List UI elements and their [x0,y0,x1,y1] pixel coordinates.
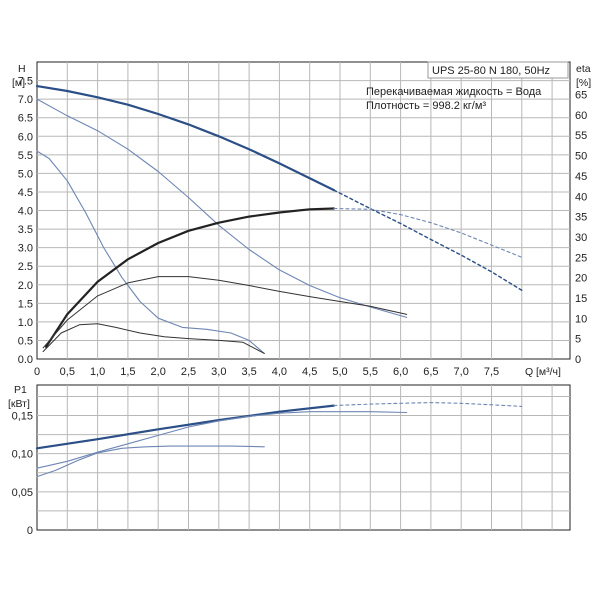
bottom-plot-frame [36,384,571,531]
y-tick-label-p1: 0 [27,525,33,537]
efficiency-curve [45,207,335,348]
y-tick-label-p1: 0,10 [12,449,33,461]
y-tick-label-h: 4.0 [18,206,33,218]
head-curve [36,98,408,318]
chart-title: UPS 25-80 N 180, 50Hz [432,65,550,77]
power-plot: 0 0,05 0,10 0,15 [12,384,571,537]
y-tick-label-eta: 20 [575,273,587,285]
x-tick-label-q: 1,5 [120,366,135,378]
head-curve [333,189,523,291]
x-tick-label-q: 6,0 [393,366,408,378]
y-axis-unit-h: [м] [12,77,25,89]
x-tick-label-q: 2,0 [151,366,166,378]
y-tick-label-eta: 65 [575,90,587,102]
x-tick-label-q: 7,5 [484,366,499,378]
y-tick-label-h: 1.5 [18,298,33,310]
y-tick-label-eta: 0 [575,354,581,366]
x-tick-label-q: 0,5 [60,366,75,378]
y-tick-label-eta: 25 [575,252,587,264]
y-tick-label-h: 5.5 [18,150,33,162]
y-tick-label-p1: 0,15 [12,411,33,423]
y-axis-unit-p1: [кВт] [8,398,30,410]
y-tick-label-eta: 60 [575,110,587,122]
y-tick-label-eta: 50 [575,151,587,163]
head-curve [36,150,265,354]
x-tick-label-q: 5,5 [363,366,378,378]
y-tick-label-h: 6.0 [18,131,33,143]
y-tick-label-h: 2.0 [18,280,33,292]
info-density: Плотность = 998.2 кг/м³ [366,100,486,112]
x-tick-label-q: 2,5 [181,366,196,378]
x-tick-label-q: 3,5 [241,366,256,378]
info-liquid: Перекачиваемая жидкость = Вода [366,86,542,98]
y-axis-label-eta: eta [576,63,591,75]
y-tick-label-eta: 30 [575,232,587,244]
y-tick-label-h: 3.5 [18,224,33,236]
x-tick-label-q: 7,0 [454,366,469,378]
efficiency-curve [333,207,523,258]
x-tick-label-q: 3,0 [211,366,226,378]
y-axis-label-p1: P1 [14,384,27,396]
x-tick-label-q: 0 [34,366,40,378]
power-curve [36,445,265,478]
head-efficiency-plot: 0.0 0.5 1.0 1.5 2.0 2.5 3.0 3.5 4.0 4.5 5.0 5.5 6.0 6… [18,61,587,378]
y-tick-label-eta: 10 [575,313,587,325]
power-curve [333,402,523,407]
y-tick-label-eta: 35 [575,212,587,224]
y-tick-label-eta: 15 [575,293,587,305]
y-tick-label-h: 2.5 [18,261,33,273]
y-tick-label-h: 3.0 [18,243,33,255]
x-axis-unit-q: [м³/ч] [536,366,561,378]
x-axis-label-q: Q [525,366,533,378]
x-tick-label-q: 1,0 [90,366,105,378]
y-tick-label-h: 4.5 [18,187,33,199]
y-tick-label-h: 7.5 [18,76,33,88]
head-curve [42,323,265,354]
y-tick-label-h: 0.5 [18,335,33,347]
y-axis-label-h: H [18,63,26,75]
y-tick-label-h: 1.0 [18,317,33,329]
y-tick-label-h: 6.5 [18,113,33,125]
power-curve [35,404,335,450]
x-tick-label-q: 6,5 [423,366,438,378]
y-tick-label-h: 0.0 [18,354,33,366]
head-curve [42,276,408,349]
y-tick-label-eta: 55 [575,130,587,142]
y-tick-label-h: 5.0 [18,168,33,180]
y-tick-label-eta: 40 [575,191,587,203]
y-tick-label-p1: 0,05 [12,487,33,499]
y-tick-label-eta: 45 [575,171,587,183]
power-curve [36,411,408,469]
y-axis-unit-eta: [%] [576,77,591,89]
head-curve [35,85,335,192]
x-tick-label-q: 5,0 [332,366,347,378]
y-tick-label-eta: 5 [575,334,581,346]
y-tick-label-h: 7.0 [18,94,33,106]
title-box [427,61,569,79]
x-tick-label-q: 4,5 [302,366,317,378]
x-tick-label-q: 4,0 [272,366,287,378]
